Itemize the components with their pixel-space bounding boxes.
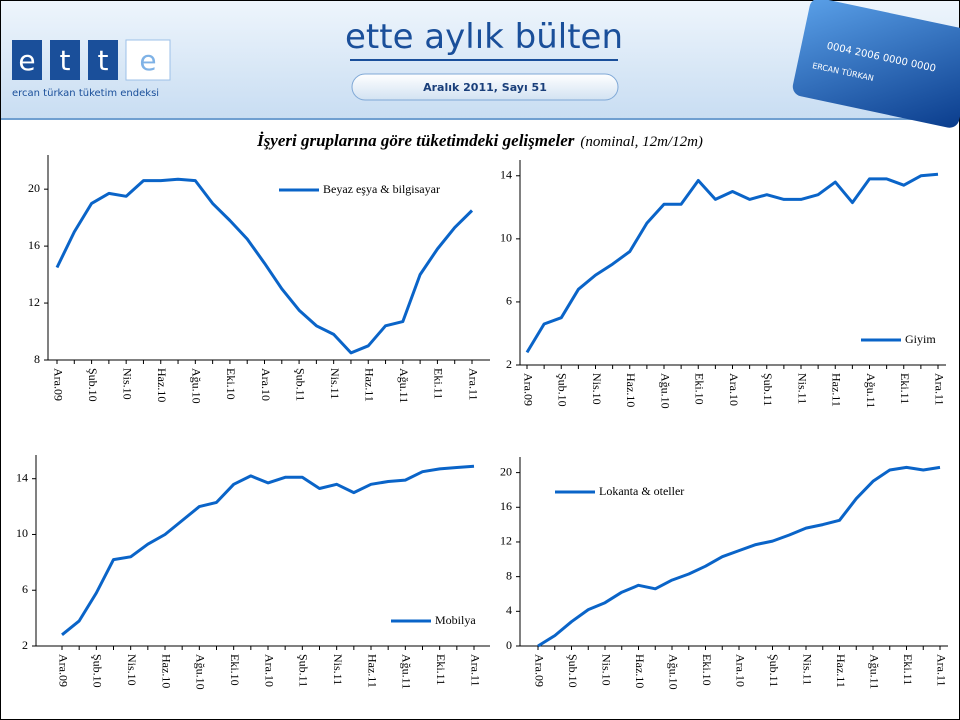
x-tick-label: Ara.11 bbox=[932, 373, 946, 406]
slide-title: İşyeri gruplarına göre tüketimdeki geliş… bbox=[256, 131, 703, 150]
x-tick-label: Ara.10 bbox=[259, 368, 273, 401]
logo-letter: t bbox=[98, 44, 109, 77]
x-tick-label: Ara.09 bbox=[532, 654, 546, 687]
y-tick-label: 2 bbox=[506, 357, 512, 371]
logo: e t t e ercan türkan tüketim endeksi bbox=[12, 40, 170, 99]
x-tick-label: Şub.11 bbox=[293, 368, 307, 401]
x-tick-label: Şub.11 bbox=[761, 373, 775, 406]
x-tick-label: Ara.10 bbox=[733, 654, 747, 687]
x-tick-label: Ara.11 bbox=[468, 654, 482, 687]
x-tick-label: Eki.11 bbox=[434, 654, 448, 685]
y-tick-label: 4 bbox=[506, 603, 512, 617]
x-tick-label: Ağu.11 bbox=[400, 654, 414, 689]
y-tick-label: 6 bbox=[22, 582, 28, 596]
y-tick-label: 6 bbox=[506, 294, 512, 308]
legend-label: Giyim bbox=[905, 332, 936, 346]
x-tick-label: Şub.11 bbox=[767, 654, 781, 687]
x-tick-label: Eki.11 bbox=[901, 654, 915, 685]
y-tick-label: 2 bbox=[22, 638, 28, 652]
x-tick-label: Haz.11 bbox=[365, 654, 379, 688]
x-tick-label: Ağu.10 bbox=[658, 373, 672, 409]
x-tick-label: Nis.10 bbox=[599, 654, 613, 686]
y-tick-label: 8 bbox=[506, 568, 512, 582]
x-tick-label: Nis.10 bbox=[120, 368, 134, 400]
x-tick-label: Ağu.10 bbox=[194, 654, 208, 690]
title-note: (nominal, 12m/12m) bbox=[580, 134, 703, 150]
title-main: İşyeri gruplarına göre tüketimdeki geliş… bbox=[256, 131, 575, 150]
x-tick-label: Ara.11 bbox=[934, 654, 948, 687]
y-tick-label: 10 bbox=[500, 231, 512, 245]
x-tick-label: Haz.11 bbox=[834, 654, 848, 688]
page: e t t e ercan türkan tüketim endeksi ett… bbox=[0, 0, 960, 720]
y-tick-label: 10 bbox=[16, 526, 28, 540]
x-tick-label: Haz.10 bbox=[159, 654, 173, 688]
x-tick-label: Ara.10 bbox=[727, 373, 741, 406]
y-tick-label: 16 bbox=[500, 499, 512, 513]
x-tick-label: Ara.10 bbox=[262, 654, 276, 687]
x-tick-label: Ara.09 bbox=[51, 368, 65, 401]
logo-letter: t bbox=[60, 44, 71, 77]
x-tick-label: Nis.11 bbox=[328, 368, 342, 399]
y-tick-label: 20 bbox=[500, 464, 512, 478]
x-tick-label: Eki.11 bbox=[898, 373, 912, 404]
x-tick-label: Eki.10 bbox=[228, 654, 242, 686]
x-tick-label: Nis.11 bbox=[795, 373, 809, 404]
logo-caption: ercan türkan tüketim endeksi bbox=[12, 88, 159, 99]
legend-label: Mobilya bbox=[435, 613, 476, 627]
x-tick-label: Eki.10 bbox=[693, 373, 707, 405]
x-tick-label: Haz.10 bbox=[633, 654, 647, 688]
y-tick-label: 12 bbox=[500, 534, 512, 548]
x-tick-label: Eki.11 bbox=[432, 368, 446, 399]
x-tick-label: Nis.10 bbox=[125, 654, 139, 686]
y-tick-label: 14 bbox=[500, 168, 512, 182]
x-tick-label: Ağu.11 bbox=[867, 654, 881, 689]
x-tick-label: Şub.10 bbox=[91, 654, 105, 688]
y-tick-label: 20 bbox=[28, 181, 40, 195]
x-tick-label: Ara.11 bbox=[466, 368, 480, 401]
y-tick-label: 12 bbox=[28, 295, 40, 309]
y-tick-label: 8 bbox=[34, 352, 40, 366]
x-tick-label: Eki.10 bbox=[224, 368, 238, 400]
x-tick-label: Eki.10 bbox=[700, 654, 714, 686]
x-tick-label: Ağu.11 bbox=[397, 368, 411, 403]
y-tick-label: 14 bbox=[16, 470, 28, 484]
legend-label: Beyaz eşya & bilgisayar bbox=[323, 182, 440, 196]
x-tick-label: Nis.11 bbox=[331, 654, 345, 685]
y-tick-label: 16 bbox=[28, 238, 40, 252]
x-tick-label: Nis.10 bbox=[590, 373, 604, 405]
x-tick-label: Haz.11 bbox=[363, 368, 377, 402]
x-tick-label: Ağu.10 bbox=[190, 368, 204, 404]
logo-letter: e bbox=[139, 44, 156, 77]
x-tick-label: Nis.11 bbox=[800, 654, 814, 685]
issue-label: Aralık 2011, Sayı 51 bbox=[423, 81, 547, 94]
x-tick-label: Haz.10 bbox=[155, 368, 169, 402]
x-tick-label: Ağu.11 bbox=[864, 373, 878, 408]
x-tick-label: Şub.10 bbox=[566, 654, 580, 688]
legend-label: Lokanta & oteller bbox=[599, 484, 684, 498]
slide: e t t e ercan türkan tüketim endeksi ett… bbox=[0, 0, 960, 720]
x-tick-label: Şub.10 bbox=[556, 373, 570, 407]
x-tick-label: Haz.11 bbox=[830, 373, 844, 407]
x-tick-label: Haz.10 bbox=[624, 373, 638, 407]
x-tick-label: Şub.11 bbox=[297, 654, 311, 687]
bulletin-title: ette aylık bülten bbox=[345, 17, 623, 57]
x-tick-label: Ara.09 bbox=[521, 373, 535, 406]
y-tick-label: 0 bbox=[506, 638, 512, 652]
x-tick-label: Ara.09 bbox=[56, 654, 70, 687]
x-tick-label: Şub.10 bbox=[86, 368, 100, 402]
x-tick-label: Ağu.10 bbox=[666, 654, 680, 690]
logo-letter: e bbox=[18, 44, 35, 77]
